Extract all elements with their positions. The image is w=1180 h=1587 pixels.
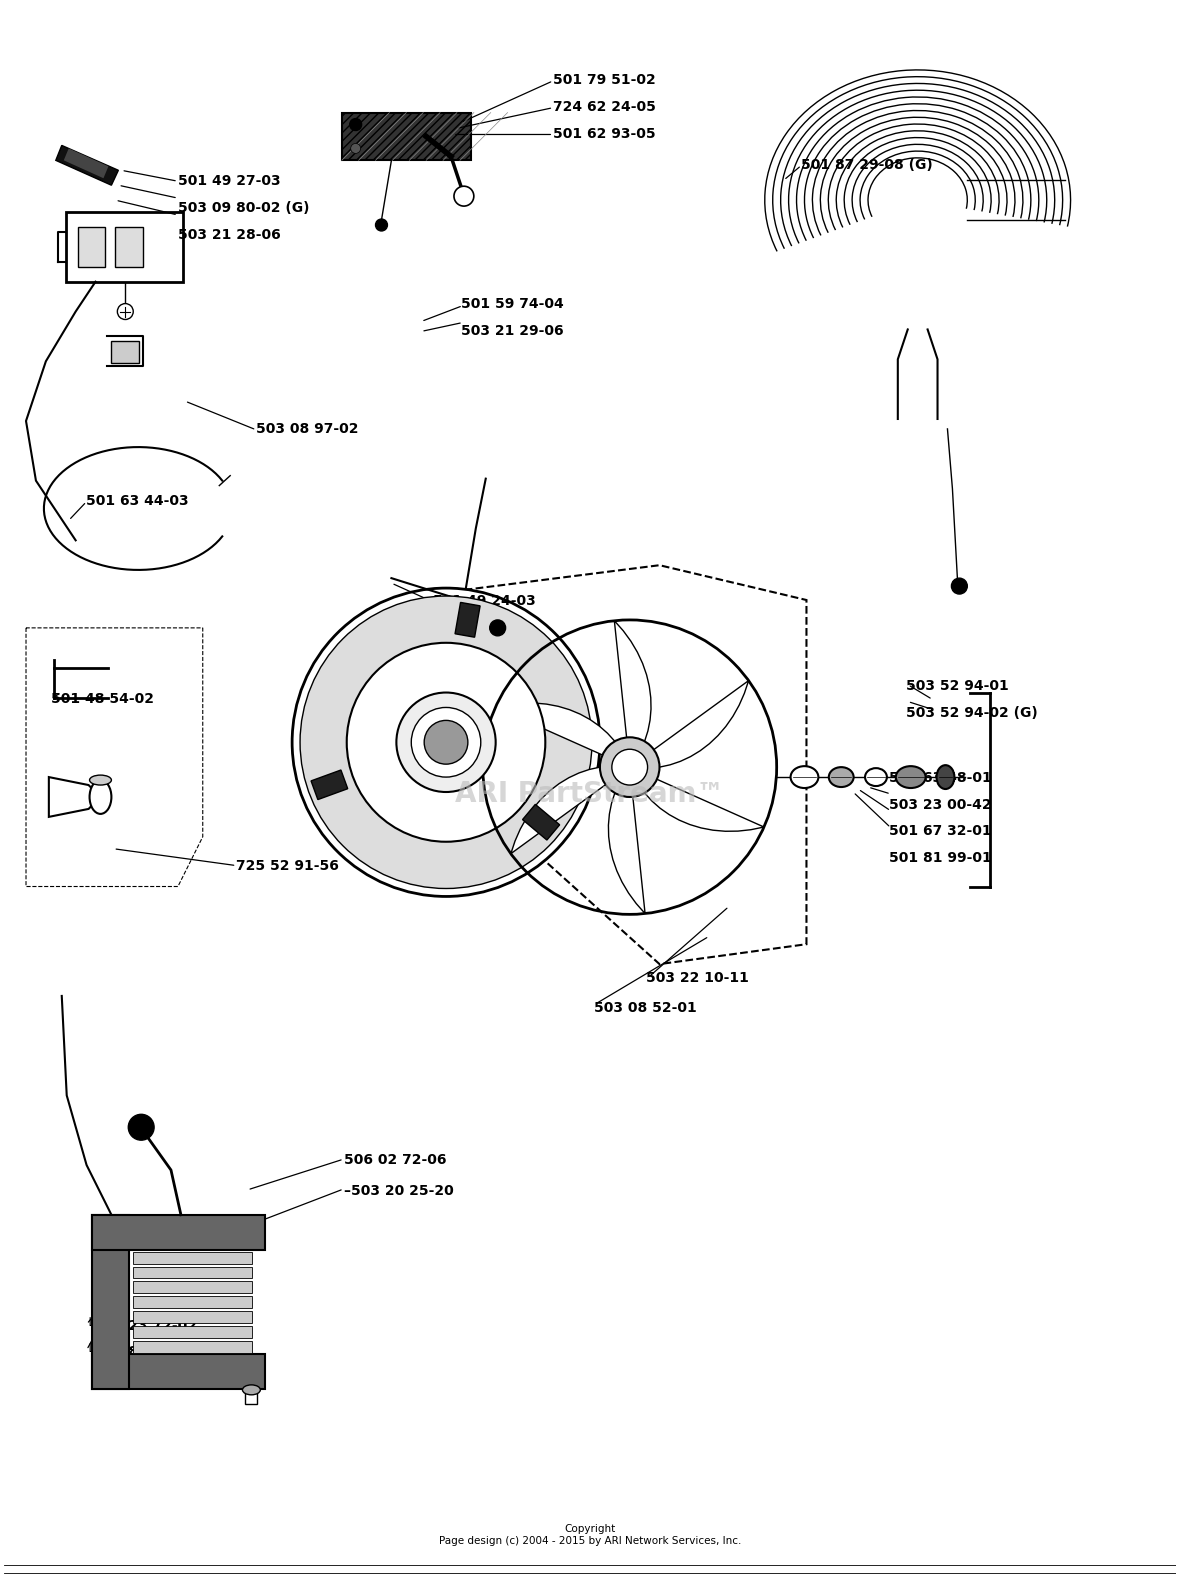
- Text: Copyright
Page design (c) 2004 - 2015 by ARI Network Services, Inc.: Copyright Page design (c) 2004 - 2015 by…: [439, 1524, 741, 1546]
- Text: 503 21 29-06: 503 21 29-06: [461, 324, 564, 338]
- Bar: [116, 227, 143, 267]
- Polygon shape: [496, 703, 630, 767]
- Text: 501 59 74-04: 501 59 74-04: [461, 297, 564, 311]
- Circle shape: [117, 303, 133, 319]
- Ellipse shape: [242, 1385, 261, 1395]
- Circle shape: [347, 643, 545, 841]
- Polygon shape: [511, 767, 630, 854]
- Ellipse shape: [90, 781, 111, 814]
- Text: 503 09 80-02 (G): 503 09 80-02 (G): [177, 202, 309, 214]
- Polygon shape: [630, 681, 748, 767]
- Text: 501 63 44-03: 501 63 44-03: [86, 495, 189, 508]
- Circle shape: [612, 749, 648, 786]
- Circle shape: [300, 597, 592, 889]
- Circle shape: [454, 186, 474, 206]
- Bar: [133, 1297, 253, 1308]
- Bar: [92, 1354, 266, 1389]
- Polygon shape: [609, 767, 645, 914]
- Text: └503 23 72-02: └503 23 72-02: [86, 1319, 197, 1333]
- Bar: [133, 1252, 253, 1263]
- Text: 501 62 93-05: 501 62 93-05: [552, 127, 655, 141]
- Ellipse shape: [828, 767, 853, 787]
- Text: 501 81 99-01: 501 81 99-01: [889, 851, 991, 865]
- Circle shape: [349, 119, 361, 130]
- Ellipse shape: [791, 767, 819, 789]
- Circle shape: [350, 143, 361, 154]
- Bar: [66, 213, 183, 282]
- Text: 501 87 29-08 (G): 501 87 29-08 (G): [801, 159, 932, 173]
- Text: ARI PartStream™: ARI PartStream™: [455, 779, 725, 808]
- Polygon shape: [55, 146, 118, 186]
- Text: 501 48 54-02: 501 48 54-02: [51, 692, 155, 706]
- Bar: [133, 1311, 253, 1324]
- Bar: [78, 227, 105, 267]
- Text: 501 49 27-03: 501 49 27-03: [177, 175, 280, 187]
- Text: └501 83 98-01: └501 83 98-01: [86, 1346, 197, 1360]
- Bar: [133, 1327, 253, 1338]
- Text: –503 20 25-20: –503 20 25-20: [343, 1184, 453, 1198]
- Text: –501 49 24-03: –501 49 24-03: [426, 594, 536, 608]
- Polygon shape: [615, 621, 651, 767]
- Text: 501 79 51-02: 501 79 51-02: [552, 73, 655, 87]
- Circle shape: [396, 692, 496, 792]
- Circle shape: [129, 1114, 155, 1139]
- Text: 724 62 24-05: 724 62 24-05: [552, 100, 655, 114]
- Ellipse shape: [896, 767, 925, 789]
- Polygon shape: [630, 767, 763, 832]
- Text: 501 63 48-01: 501 63 48-01: [889, 771, 991, 784]
- Bar: [245, 1390, 257, 1404]
- Bar: [92, 1214, 130, 1389]
- Text: 503 08 52-01: 503 08 52-01: [594, 1001, 696, 1016]
- Circle shape: [599, 738, 660, 797]
- Circle shape: [293, 589, 599, 897]
- Text: 506 02 72-06: 506 02 72-06: [343, 1152, 446, 1166]
- Text: 503 52 94-01: 503 52 94-01: [906, 679, 1009, 694]
- Circle shape: [424, 720, 467, 765]
- Text: 503 22 10-11: 503 22 10-11: [647, 971, 749, 986]
- Bar: [312, 770, 348, 800]
- Bar: [342, 113, 471, 160]
- Bar: [133, 1281, 253, 1293]
- Polygon shape: [64, 149, 109, 178]
- Ellipse shape: [865, 768, 887, 786]
- Circle shape: [412, 708, 480, 778]
- Ellipse shape: [937, 765, 955, 789]
- Bar: [523, 805, 559, 840]
- Text: 503 23 00-42: 503 23 00-42: [889, 798, 991, 811]
- Text: 725 52 91-56: 725 52 91-56: [236, 859, 339, 873]
- Text: 503 21 28-06: 503 21 28-06: [177, 227, 281, 241]
- Ellipse shape: [90, 774, 111, 786]
- Text: 503 08 97-02: 503 08 97-02: [256, 422, 359, 436]
- Bar: [455, 603, 480, 638]
- Circle shape: [375, 219, 387, 232]
- Text: 501 67 32-01: 501 67 32-01: [889, 824, 991, 838]
- Bar: [92, 1214, 266, 1249]
- Bar: [111, 341, 139, 363]
- Text: 503 52 94-02 (G): 503 52 94-02 (G): [906, 706, 1038, 720]
- Bar: [133, 1341, 253, 1354]
- Circle shape: [490, 621, 505, 636]
- Polygon shape: [48, 778, 100, 817]
- Bar: [133, 1266, 253, 1279]
- Circle shape: [951, 578, 968, 594]
